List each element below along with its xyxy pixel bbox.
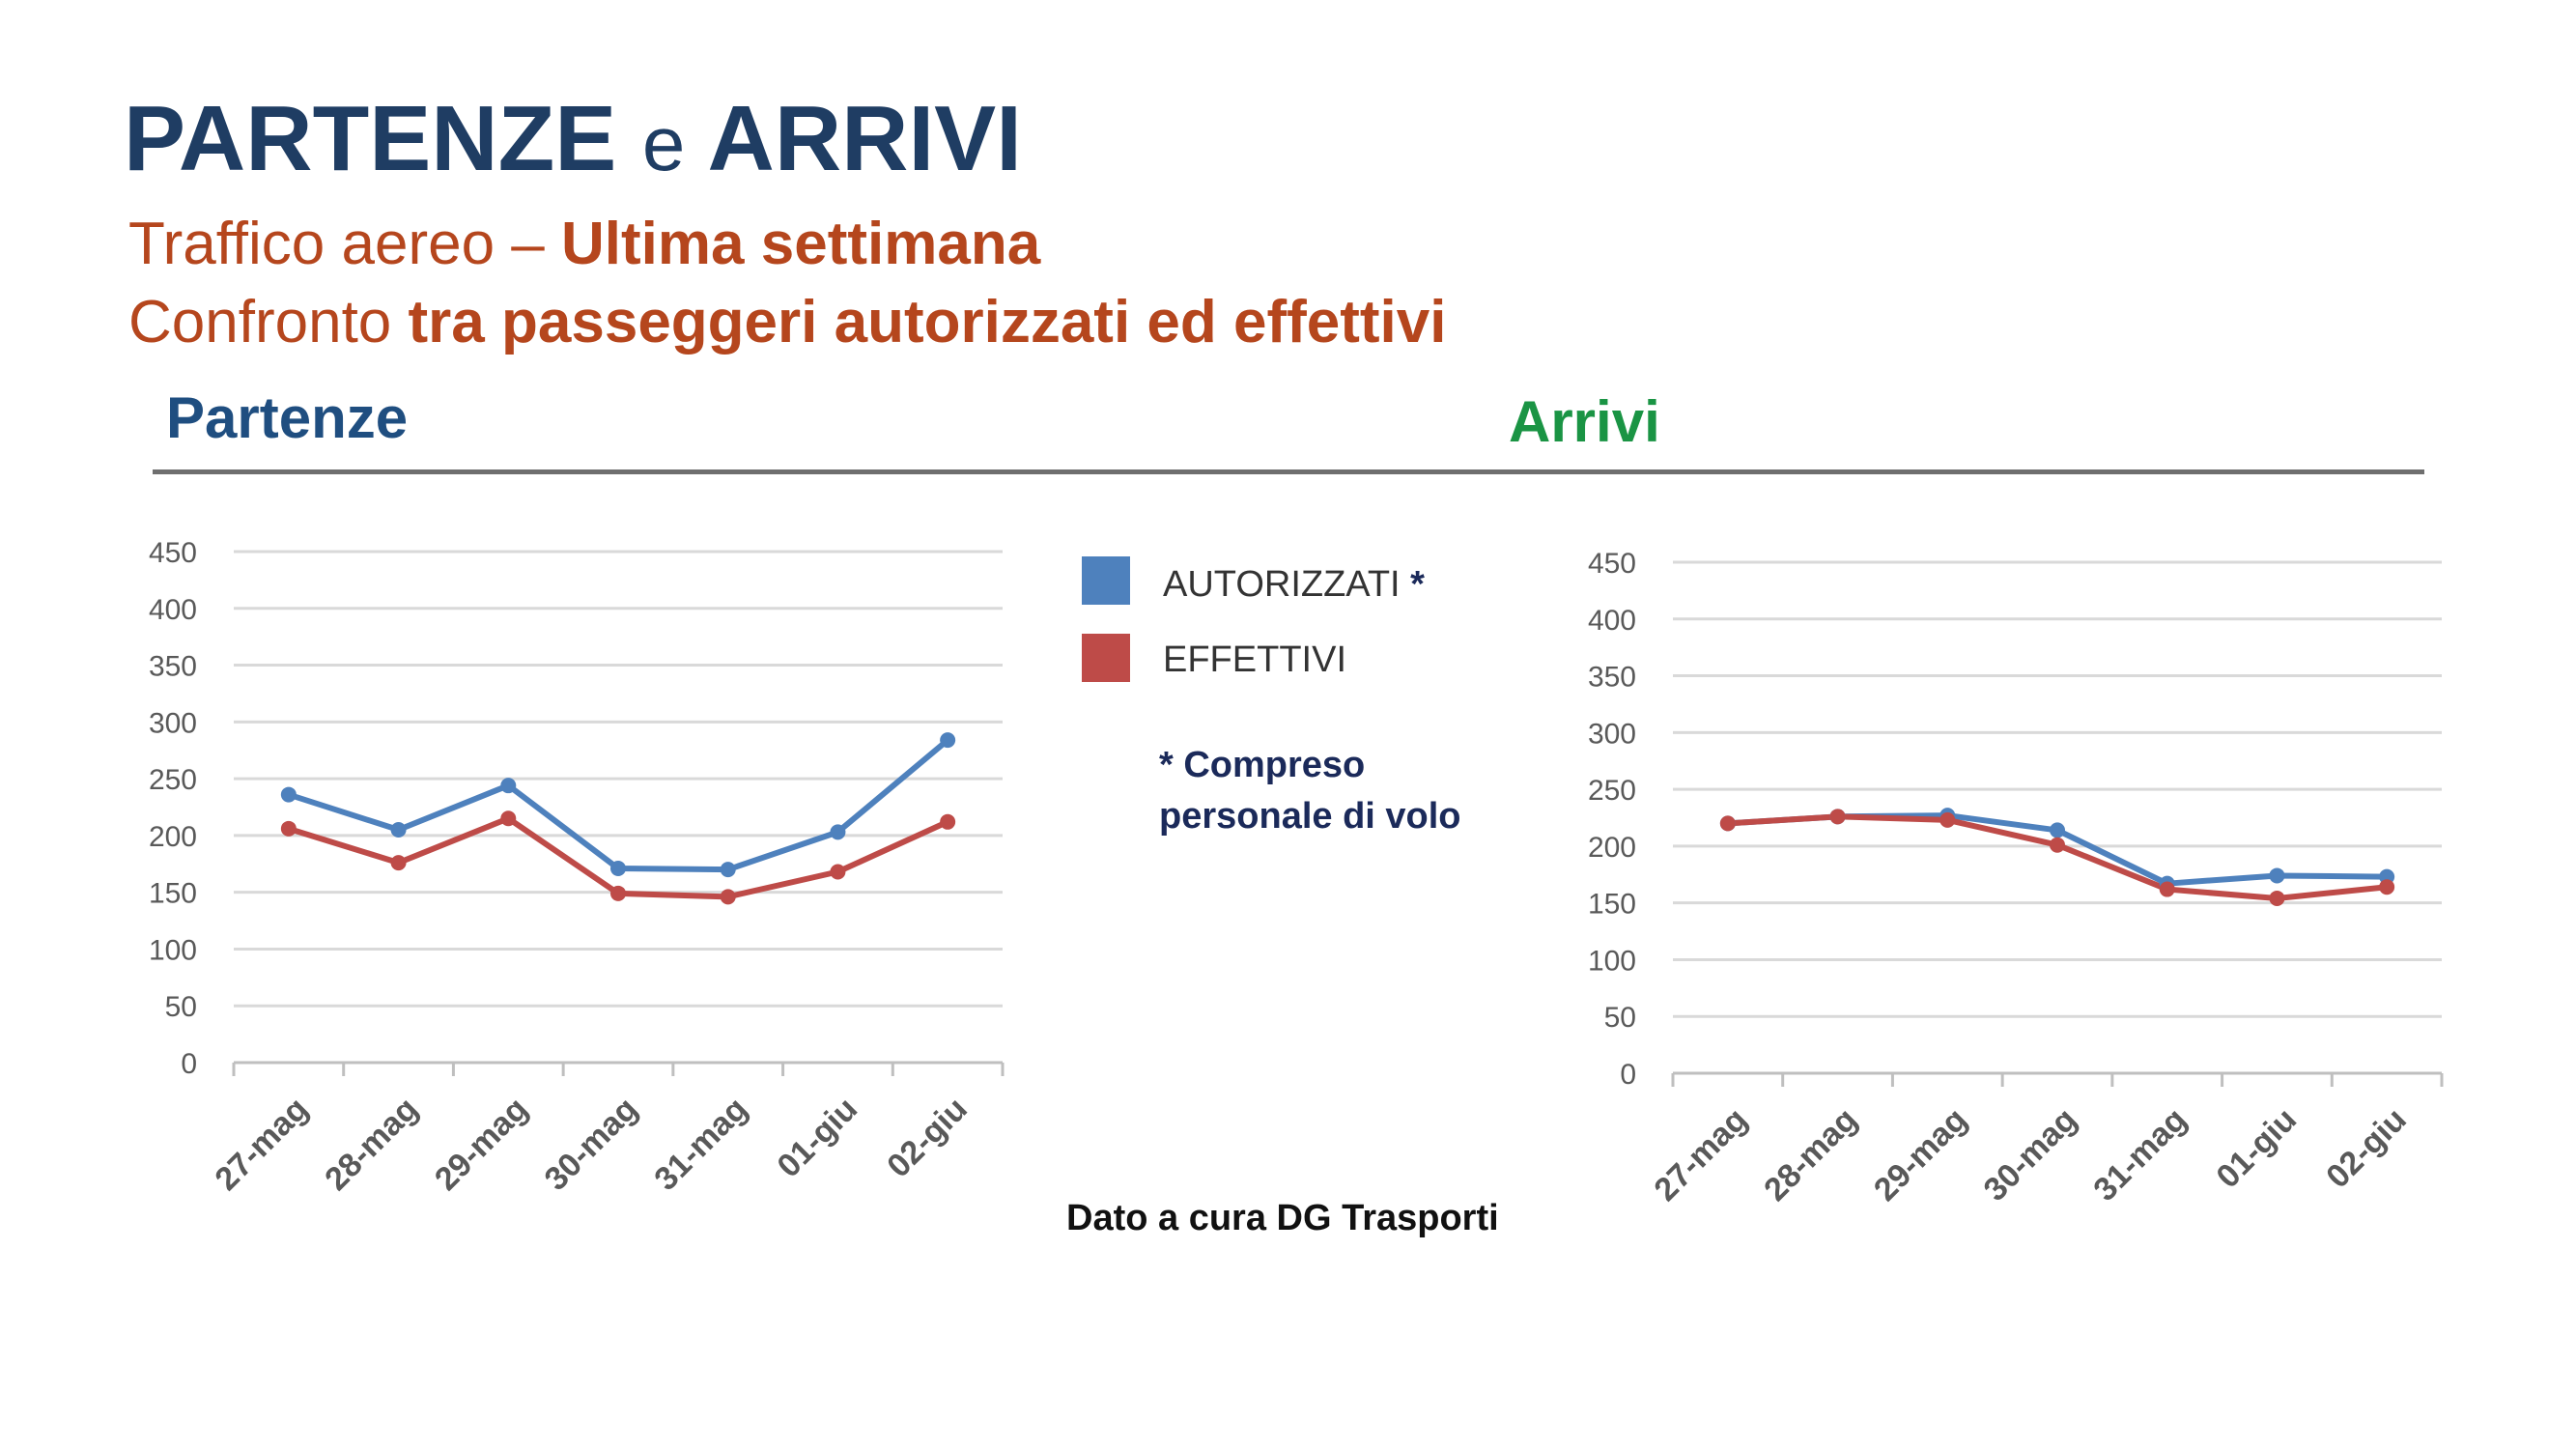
partenze-point-autorizzati (940, 732, 956, 749)
partenze-point-autorizzati (720, 862, 736, 878)
subtitle-line-2: Confronto tra passeggeri autorizzati ed … (128, 293, 1446, 353)
title-partenze: PARTENZE (124, 87, 617, 190)
note-line-1: * Compreso (1159, 745, 1366, 785)
partenze-ytick-label: 50 (165, 991, 197, 1023)
chart-partenze: 0 50 100 150 200 250 300 350 400 450 27-mag 28-mag 2… (149, 537, 1005, 1198)
arrivi-ytick-label: 450 (1588, 548, 1636, 580)
legend-item-autorizzati: AUTORIZZATI * (1163, 566, 1425, 603)
arrivi-xtick-label: 27-mag (1647, 1101, 1754, 1208)
partenze-xtick-label: 30-mag (538, 1091, 645, 1198)
title-connector: e (641, 100, 686, 186)
partenze-point-effettivi (500, 810, 517, 827)
partenze-point-autorizzati (500, 778, 517, 794)
chart-arrivi: 0 50 100 150 200 250 300 350 400 450 27-mag 28-mag 2… (1588, 548, 2444, 1208)
partenze-xtick-label: 02-giu (880, 1091, 975, 1185)
arrivi-point-autorizzati (2050, 822, 2065, 838)
partenze-ytick-label: 300 (149, 707, 197, 739)
arrivi-xtick-label: 28-mag (1757, 1101, 1864, 1208)
partenze-point-autorizzati (390, 822, 407, 838)
subtitle-1-bold: Ultima settimana (561, 211, 1041, 277)
arrivi-point-autorizzati (2269, 867, 2285, 884)
partenze-ytick-label: 350 (149, 651, 197, 683)
partenze-xtick-label: 01-giu (770, 1091, 864, 1185)
partenze-point-effettivi (830, 864, 846, 880)
arrivi-xtick-label: 29-mag (1867, 1101, 1974, 1208)
legend-swatch-effettivi (1082, 634, 1130, 682)
subtitle-line-1: Traffico aereo – Ultima settimana (128, 214, 1040, 274)
arrivi-xtick-label: 30-mag (1977, 1101, 2084, 1208)
arrivi-ytick-label: 250 (1588, 775, 1636, 807)
partenze-ytick-label: 250 (149, 764, 197, 796)
partenze-point-effettivi (280, 820, 297, 837)
subtitle-1-normal: Traffico aereo – (128, 211, 562, 277)
partenze-point-effettivi (610, 885, 626, 901)
partenze-series-line-autorizzati (287, 737, 950, 873)
partenze-ytick-label: 450 (149, 537, 197, 569)
partenze-xtick-label: 27-mag (208, 1091, 315, 1198)
subtitle-2-normal: Confronto (128, 289, 409, 355)
subtitle-2-bold: tra passeggeri autorizzati ed effettivi (408, 289, 1447, 355)
partenze-point-autorizzati (830, 824, 846, 840)
legend-swatch-autorizzati (1082, 556, 1130, 605)
partenze-ytick-label: 0 (181, 1048, 197, 1080)
arrivi-ytick-label: 350 (1588, 662, 1636, 694)
data-source: Dato a cura DG Trasporti (1066, 1198, 1499, 1238)
partenze-ytick-label: 200 (149, 821, 197, 853)
section-title-partenze: Partenze (166, 385, 409, 450)
legend-asterisk: * (1410, 564, 1425, 605)
arrivi-point-effettivi (1829, 809, 1846, 825)
partenze-point-effettivi (940, 813, 956, 830)
partenze-ytick-label: 400 (149, 594, 197, 626)
arrivi-ytick-label: 200 (1588, 832, 1636, 864)
arrivi-ytick-label: 100 (1588, 945, 1636, 977)
arrivi-point-effettivi (2269, 890, 2285, 906)
legend-label-effettivi: EFFETTIVI (1163, 639, 1346, 680)
partenze-xtick-label: 29-mag (428, 1091, 535, 1198)
section-title-arrivi: Arrivi (1509, 389, 1660, 454)
partenze-ytick-label: 100 (149, 934, 197, 966)
arrivi-ytick-label: 150 (1588, 889, 1636, 921)
arrivi-ytick-label: 300 (1588, 718, 1636, 750)
arrivi-ytick-label: 50 (1604, 1002, 1636, 1034)
partenze-xtick-label: 28-mag (318, 1091, 425, 1198)
legend-label-autorizzati: AUTORIZZATI (1163, 564, 1401, 605)
arrivi-xtick-label: 01-giu (2209, 1101, 2304, 1196)
partenze-point-autorizzati (280, 786, 297, 803)
partenze-ytick-label: 150 (149, 878, 197, 910)
arrivi-point-effettivi (1719, 815, 1736, 832)
partenze-point-effettivi (720, 889, 736, 905)
section-divider (153, 469, 2424, 474)
partenze-point-autorizzati (610, 860, 626, 876)
note-line-2: personale di volo (1159, 796, 1461, 838)
title-arrivi: ARRIVI (707, 87, 1022, 190)
partenze-xtick-label: 31-mag (647, 1091, 754, 1198)
arrivi-xtick-label: 31-mag (2086, 1101, 2194, 1208)
arrivi-ytick-label: 400 (1588, 605, 1636, 637)
arrivi-point-effettivi (2159, 881, 2175, 897)
arrivi-point-effettivi (2050, 837, 2065, 853)
page-title: PARTENZE e ARRIVI (124, 93, 1022, 185)
arrivi-xtick-label: 02-giu (2319, 1101, 2414, 1196)
arrivi-ytick-label: 0 (1620, 1059, 1636, 1091)
partenze-series-line-effettivi (287, 815, 949, 900)
arrivi-point-effettivi (2379, 879, 2395, 895)
legend-note: * Compreso personale di volo (1159, 740, 1461, 842)
arrivi-point-effettivi (1939, 811, 1956, 828)
partenze-point-effettivi (390, 855, 407, 871)
